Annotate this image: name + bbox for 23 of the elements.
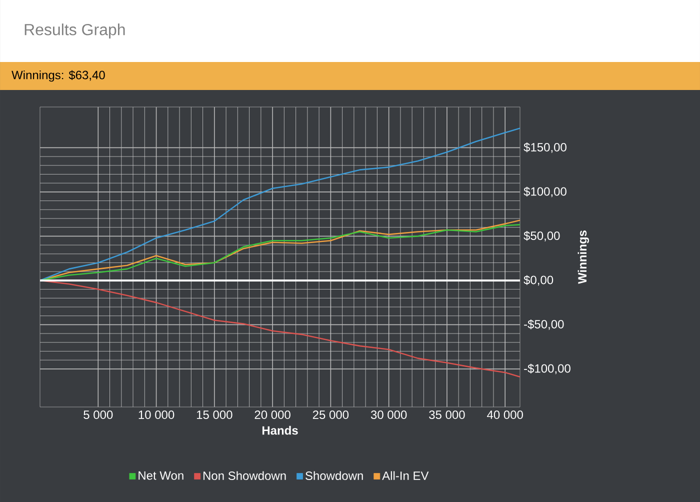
x-axis-title: Hands [262,426,298,435]
chart-title: Results Graph [24,24,125,38]
legend-label: Showdown [306,471,363,480]
y-tick-label: $150,00 [524,142,566,153]
legend-label: Non Showdown [204,471,286,480]
y-tick-label: $100,00 [524,186,566,198]
x-tick-label: 35 000 [429,410,465,420]
y-tick-label: $0,00 [524,275,554,286]
line-series [40,128,520,282]
x-tick-label: 20 000 [254,410,290,420]
legend-label: Net Won [138,471,184,480]
y-tick-label: $50,00 [524,230,560,242]
x-tick-label: 5 000 [84,410,113,420]
x-tick-label: 10 000 [138,410,174,420]
x-tick-label: 30 000 [370,410,407,420]
legend-label: All-In EV [382,471,429,480]
y-axis-title: Winnings [578,230,590,284]
x-tick-label: 25 000 [312,410,349,420]
x-tick-label: 15 000 [196,410,232,420]
x-tick-label: 40 000 [487,410,523,420]
y-tick-label: -$100,00 [524,364,570,374]
chart-subtitle: Winnings: $63,40 [12,70,105,82]
y-tick-label: -$50,00 [524,319,564,330]
